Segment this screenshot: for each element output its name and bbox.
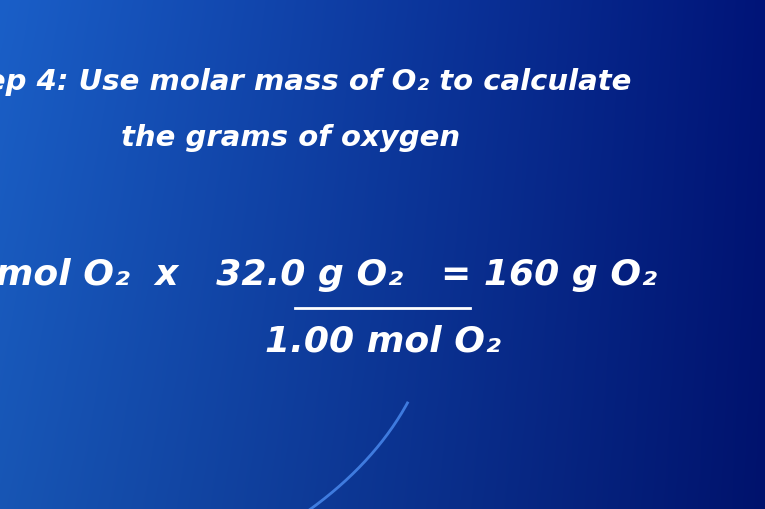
- Text: 1.00 mol O₂: 1.00 mol O₂: [265, 324, 500, 358]
- Text: Step 4: Use molar mass of O₂ to calculate: Step 4: Use molar mass of O₂ to calculat…: [0, 68, 631, 95]
- Text: the grams of oxygen: the grams of oxygen: [121, 124, 461, 151]
- Text: 5.00 mol O₂  x   32.0 g O₂   = 160 g O₂: 5.00 mol O₂ x 32.0 g O₂ = 160 g O₂: [0, 258, 657, 292]
